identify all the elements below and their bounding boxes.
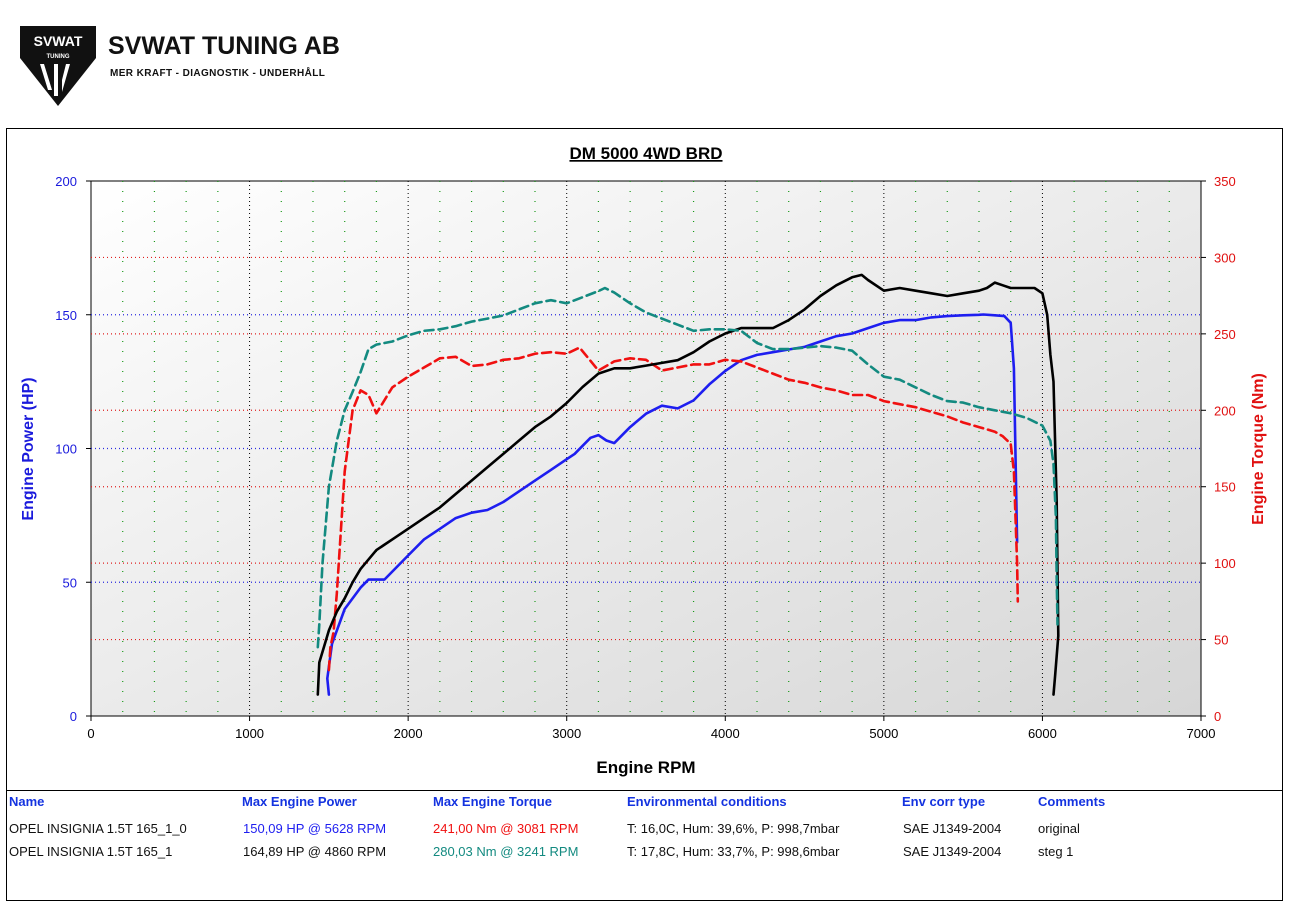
y2-tick-label: 350 bbox=[1214, 174, 1236, 189]
row-torque: 280,03 Nm @ 3241 RPM bbox=[433, 844, 579, 859]
row-power: 150,09 HP @ 5628 RPM bbox=[243, 821, 387, 836]
y2-tick-label: 50 bbox=[1214, 633, 1228, 648]
x-tick-label: 6000 bbox=[1028, 726, 1057, 741]
company-logo: SVWAT TUNING SVWAT TUNING AB MER KRAFT -… bbox=[18, 20, 368, 110]
series-line-run1-torque bbox=[316, 286, 1059, 649]
y-tick-label: 100 bbox=[55, 442, 77, 457]
y2-tick-label: 300 bbox=[1214, 250, 1236, 265]
y-tick-label: 0 bbox=[70, 709, 77, 724]
row-name: OPEL INSIGNIA 1.5T 165_1_0 bbox=[9, 821, 187, 836]
shield-logo-icon: SVWAT TUNING bbox=[20, 26, 96, 106]
y2-tick-label: 150 bbox=[1214, 480, 1236, 495]
x-tick-label: 5000 bbox=[869, 726, 898, 741]
y2-tick-label: 250 bbox=[1214, 327, 1236, 342]
row-comment: original bbox=[1038, 821, 1080, 836]
y2-axis-label: Engine Torque (Nm) bbox=[1250, 373, 1267, 525]
row-name: OPEL INSIGNIA 1.5T 165_1 bbox=[9, 844, 173, 859]
row-env: T: 17,8C, Hum: 33,7%, P: 998,6mbar bbox=[627, 844, 840, 859]
header-env: Environmental conditions bbox=[627, 794, 787, 809]
header-name: Name bbox=[9, 794, 45, 809]
results-table: Name Max Engine Power Max Engine Torque … bbox=[6, 790, 1283, 901]
x-tick-label: 2000 bbox=[394, 726, 423, 741]
dyno-chart-frame: 0 1000 2000 3000 4000 5000 6000 7000 0 50 100 150 20… bbox=[6, 128, 1283, 901]
company-name: SVWAT TUNING AB bbox=[108, 32, 340, 60]
y2-tick-label: 0 bbox=[1214, 709, 1221, 724]
y-axis-label: Engine Power (HP) bbox=[20, 377, 37, 520]
header-power: Max Engine Power bbox=[242, 794, 357, 809]
y2-tick-label: 100 bbox=[1214, 556, 1236, 571]
x-tick-label: 4000 bbox=[711, 726, 740, 741]
header-torque: Max Engine Torque bbox=[433, 794, 552, 809]
row-corr: SAE J1349-2004 bbox=[903, 844, 1002, 859]
x-tick-label: 1000 bbox=[235, 726, 264, 741]
series-line-run0-torque bbox=[327, 346, 1020, 672]
y-tick-label: 200 bbox=[55, 174, 77, 189]
x-axis-label: Engine RPM bbox=[596, 758, 695, 777]
plot-area bbox=[90, 180, 1202, 717]
x-tick-label: 0 bbox=[87, 726, 94, 741]
row-power: 164,89 HP @ 4860 RPM bbox=[243, 844, 387, 859]
chart-title: DM 5000 4WD BRD bbox=[569, 144, 722, 163]
header-comments: Comments bbox=[1038, 794, 1106, 809]
y-tick-label: 50 bbox=[63, 575, 77, 590]
logo-badge-subtext: TUNING bbox=[47, 54, 70, 60]
row-torque: 241,00 Nm @ 3081 RPM bbox=[433, 821, 579, 836]
y-tick-label: 150 bbox=[55, 308, 77, 323]
x-tick-label: 7000 bbox=[1187, 726, 1216, 741]
dyno-chart: 0 1000 2000 3000 4000 5000 6000 700005010015020… bbox=[20, 144, 1267, 777]
row-comment: steg 1 bbox=[1038, 844, 1074, 859]
company-tagline: MER KRAFT - DIAGNOSTIK - UNDERHÅLL bbox=[110, 68, 326, 79]
x-tick-label: 3000 bbox=[552, 726, 581, 741]
row-env: T: 16,0C, Hum: 39,6%, P: 998,7mbar bbox=[627, 821, 840, 836]
logo-badge-text: SVWAT bbox=[34, 33, 83, 49]
header-corr: Env corr type bbox=[902, 794, 986, 809]
row-corr: SAE J1349-2004 bbox=[903, 821, 1002, 836]
series-line-run0-power bbox=[325, 313, 1019, 696]
y2-tick-label: 200 bbox=[1214, 403, 1236, 418]
